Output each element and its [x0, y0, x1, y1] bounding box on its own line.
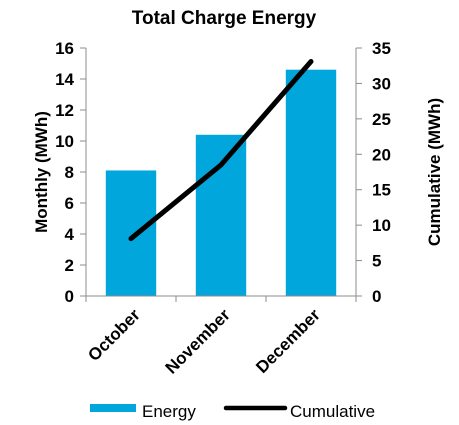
y-tick-label-left: 6 — [65, 194, 74, 213]
y-tick-label-right: 25 — [372, 110, 391, 129]
y-tick-label-left: 4 — [65, 225, 75, 244]
chart-title: Total Charge Energy — [132, 8, 317, 29]
y-axis-title-left: Monthly (MWh) — [32, 111, 51, 233]
y-tick-label-left: 16 — [55, 39, 74, 58]
y-tick-label-left: 14 — [55, 70, 74, 89]
y-axis-title-right: Cumulative (MWh) — [425, 98, 444, 246]
y-tick-label-right: 35 — [372, 39, 391, 58]
x-tick-label-october: October — [84, 305, 144, 365]
x-ticks-group — [85, 296, 357, 302]
bar-december — [285, 69, 337, 296]
bar-october — [105, 170, 157, 296]
y-tick-label-right: 5 — [372, 252, 381, 271]
left-ticks-group: 0 2 4 6 8 10 12 14 16 — [55, 39, 86, 306]
y-tick-label-right: 30 — [372, 74, 391, 93]
legend-label-energy: Energy — [142, 402, 196, 421]
y-tick-label-right: 15 — [372, 181, 391, 200]
y-tick-label-right: 10 — [372, 216, 391, 235]
bar-november — [195, 134, 247, 296]
bars-group — [105, 69, 337, 296]
legend-swatch-energy — [90, 404, 136, 412]
x-tick-label-november: November — [162, 305, 234, 377]
y-tick-label-left: 10 — [55, 132, 74, 151]
y-tick-label-left: 0 — [65, 287, 74, 306]
right-ticks-group: 0 5 10 15 20 25 30 35 — [356, 39, 391, 306]
x-tick-label-december: December — [252, 305, 324, 377]
y-tick-label-right: 0 — [372, 287, 381, 306]
category-labels-group: October November December — [84, 305, 324, 377]
legend-label-cumulative: Cumulative — [290, 402, 375, 421]
y-tick-label-left: 12 — [55, 101, 74, 120]
line-group — [128, 58, 314, 242]
y-tick-label-right: 20 — [372, 145, 391, 164]
y-tick-label-left: 2 — [65, 256, 74, 275]
legend: Energy Cumulative — [90, 402, 375, 421]
y-tick-label-left: 8 — [65, 163, 74, 182]
